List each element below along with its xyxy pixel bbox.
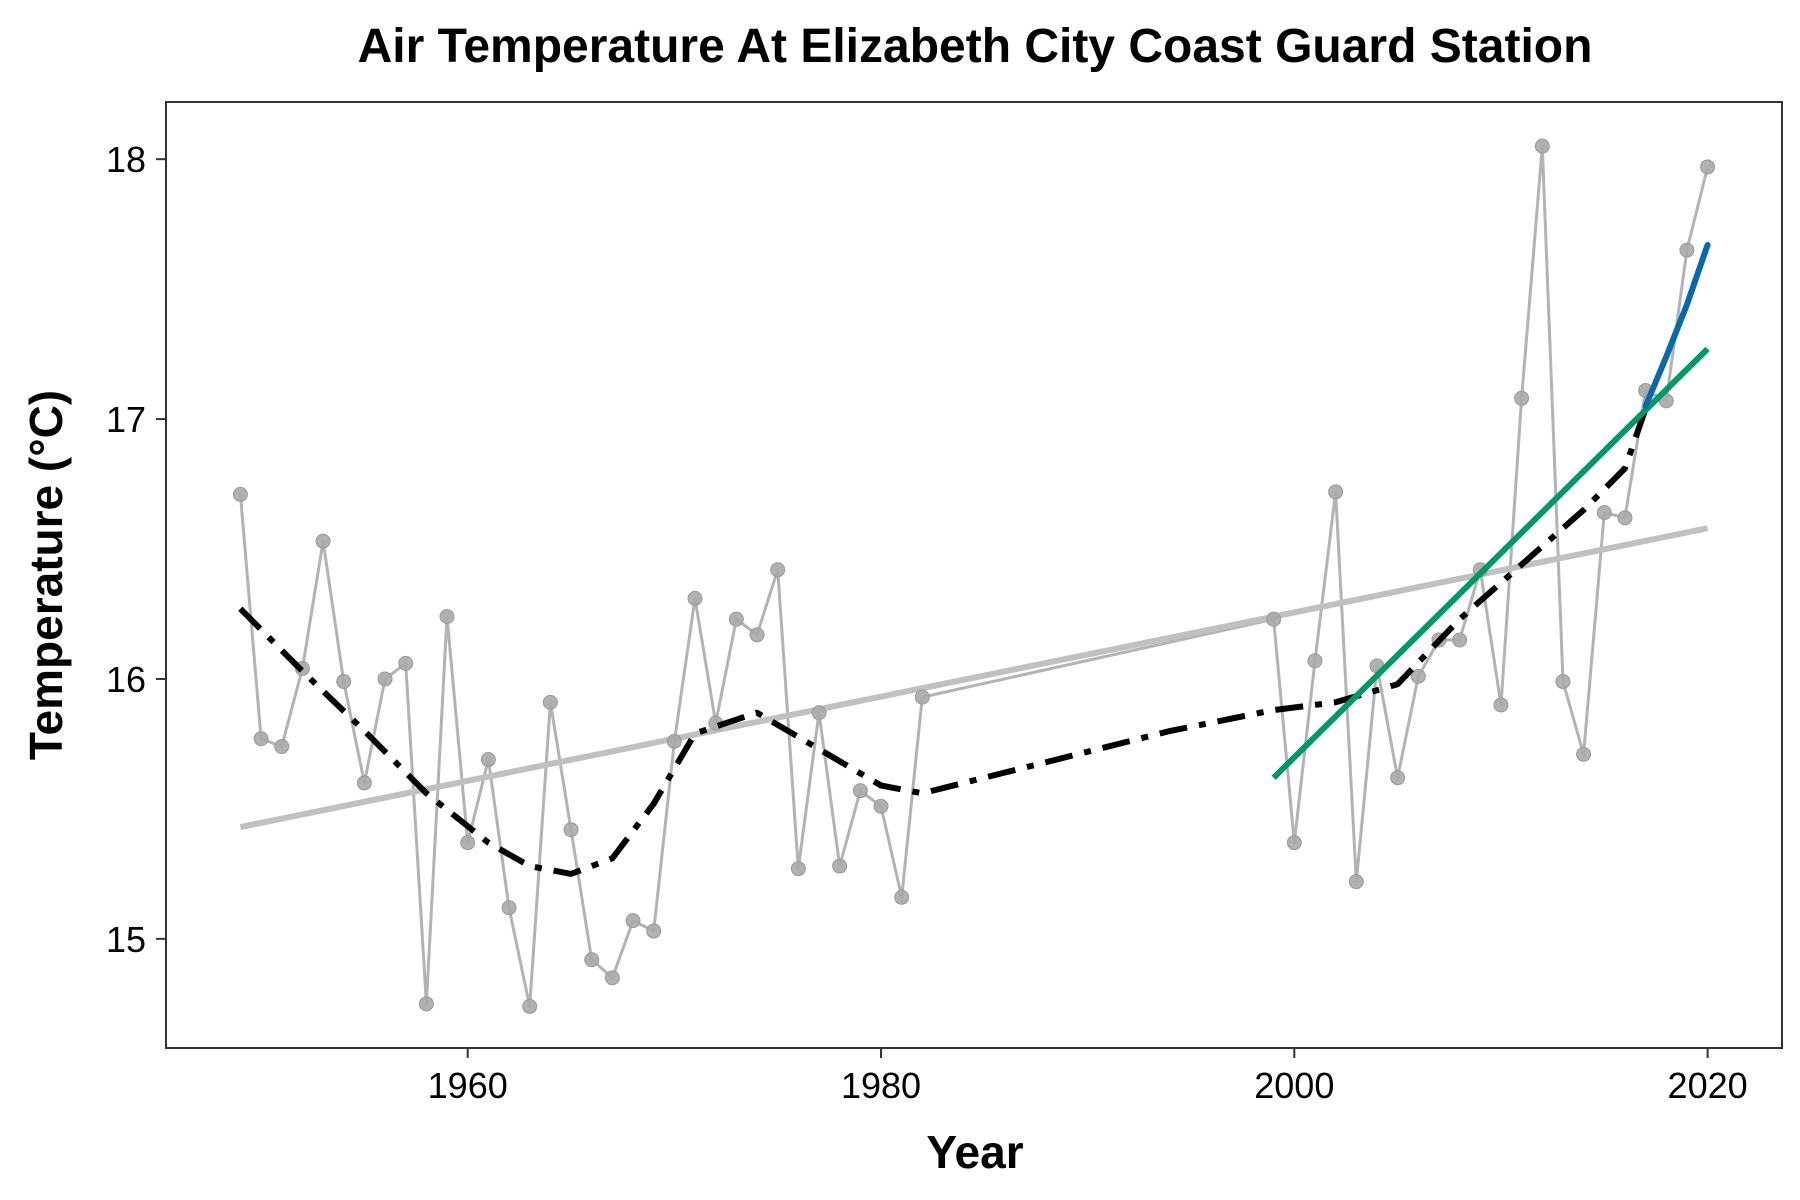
recent-trend-line [1271,346,1710,780]
x-tick-label: 2000 [1254,1065,1334,1106]
observed-point [914,689,930,705]
plot-panel [165,101,1783,1049]
x-tick-label: 1980 [841,1065,921,1106]
y-tick-label: 17 [106,399,146,440]
observed-point [1348,874,1364,890]
observed-point [832,858,848,874]
y-tick-label: 15 [106,919,146,960]
observed-point [1307,653,1323,669]
observed-point [1493,697,1509,713]
observed-point [1700,159,1716,175]
y-tick-label: 16 [106,659,146,700]
observed-point [790,861,806,877]
observed-series-line [1272,144,1710,884]
observed-point [1679,242,1695,258]
observed-point [646,923,662,939]
observed-point [894,889,910,905]
observed-point [1328,484,1344,500]
observed-point [1617,510,1633,526]
observed-point [1286,835,1302,851]
observed-point [232,486,248,502]
observed-point [480,752,496,768]
observed-point [460,835,476,851]
observed-point [398,655,414,671]
series-layer [232,138,1716,1014]
observed-point [1410,668,1426,684]
latest-trend-line [1642,241,1711,410]
observed-point [336,674,352,690]
y-tick-label: 18 [106,139,146,180]
observed-point [418,996,434,1012]
observed-point [253,731,269,747]
observed-point [873,798,889,814]
observed-series-line [238,494,924,1008]
x-axis: 1960 1980 2000 2020 [428,1048,1748,1106]
observed-point [377,671,393,687]
smooth-curve [238,407,1649,877]
observed-point [604,970,620,986]
linear-trend-line [239,525,1709,831]
y-axis-title: Temperature (°C) [20,390,72,760]
y-axis: 15 16 17 18 [106,139,166,960]
observed-point [770,562,786,578]
observed-point [501,900,517,916]
x-tick-label: 2020 [1668,1065,1748,1106]
observed-point [1514,390,1530,406]
observed-point [728,611,744,627]
x-tick-label: 1960 [428,1065,508,1106]
observed-point [852,783,868,799]
observed-point [1576,746,1592,762]
observed-point [274,739,290,755]
observed-point [687,590,703,606]
observed-point [439,609,455,625]
observed-point [1452,632,1468,648]
observed-point [666,733,682,749]
observed-point [542,694,558,710]
observed-point [563,822,579,838]
observed-point [522,998,538,1014]
observed-point [315,533,331,549]
observed-point [625,913,641,929]
observed-point [584,952,600,968]
observed-point [1266,611,1282,627]
observed-point [1534,138,1550,154]
chart-title: Air Temperature At Elizabeth City Coast … [358,20,1593,73]
observed-point [1390,770,1406,786]
observed-point [811,705,827,721]
observed-point [356,775,372,791]
x-axis-title: Year [926,1126,1023,1178]
observed-connector-line [921,617,1274,699]
observed-point [749,627,765,643]
observed-point [1596,505,1612,521]
observed-point [1555,674,1571,690]
